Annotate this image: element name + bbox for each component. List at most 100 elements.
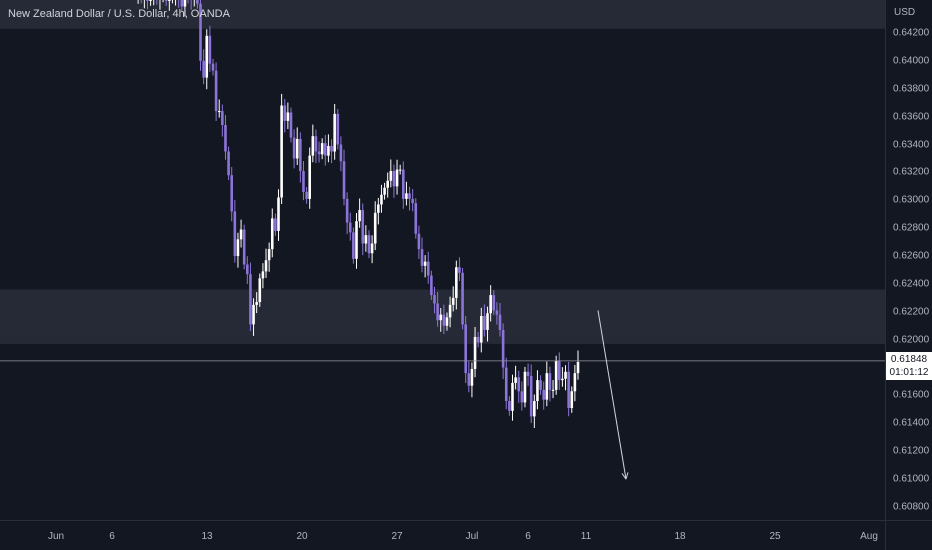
candle-body bbox=[327, 145, 330, 156]
candle bbox=[458, 257, 461, 282]
candle bbox=[352, 227, 355, 264]
candle-body bbox=[211, 63, 215, 71]
candle bbox=[292, 129, 296, 169]
candle-body bbox=[221, 111, 224, 126]
candle bbox=[336, 108, 340, 150]
candle-body bbox=[511, 382, 514, 411]
candle bbox=[517, 370, 521, 403]
candle bbox=[230, 166, 234, 222]
candle-body bbox=[292, 137, 296, 159]
candle bbox=[442, 304, 446, 334]
candle-body bbox=[367, 235, 371, 254]
candle-body bbox=[455, 267, 458, 298]
projection-arrow-shaft bbox=[597, 310, 627, 480]
price-tick: 0.62200 bbox=[893, 306, 930, 318]
candle-body bbox=[464, 324, 467, 374]
price-tick: 0.61000 bbox=[893, 473, 930, 485]
candle-body bbox=[501, 329, 505, 368]
candle bbox=[159, 0, 161, 10]
candle bbox=[183, 0, 187, 17]
candle-body bbox=[283, 105, 287, 121]
candle bbox=[370, 235, 374, 264]
time-tick: 25 bbox=[769, 531, 781, 542]
candle-body bbox=[486, 313, 489, 330]
candle bbox=[405, 181, 408, 206]
candle-body bbox=[539, 380, 542, 390]
candle bbox=[246, 256, 249, 285]
candle bbox=[286, 102, 290, 130]
candle-body bbox=[430, 275, 433, 296]
candle-body bbox=[183, 0, 187, 7]
candle bbox=[270, 208, 274, 258]
candle-body bbox=[373, 212, 377, 244]
candle bbox=[561, 367, 564, 387]
candle bbox=[175, 0, 177, 6]
candle bbox=[255, 292, 258, 314]
candle bbox=[414, 198, 418, 239]
candle-body bbox=[451, 297, 455, 305]
symbol-title[interactable]: New Zealand Dollar / U.S. Dollar, 4h, OA… bbox=[8, 8, 230, 20]
candle-body bbox=[214, 70, 218, 112]
candle bbox=[570, 386, 574, 413]
candle-body bbox=[504, 367, 508, 402]
candle-body bbox=[258, 278, 262, 303]
candle-body bbox=[473, 336, 477, 369]
price-tick: 0.64000 bbox=[893, 55, 930, 67]
candle bbox=[557, 352, 561, 391]
last-price-value: 0.61848 bbox=[890, 354, 928, 365]
candle-body bbox=[361, 210, 365, 244]
candle bbox=[470, 362, 474, 398]
candle bbox=[348, 212, 352, 241]
candle-body bbox=[483, 316, 486, 330]
candle-body bbox=[392, 171, 396, 187]
candle bbox=[324, 134, 327, 166]
candle-body bbox=[336, 113, 340, 145]
candle bbox=[439, 308, 443, 332]
time-tick: 6 bbox=[109, 531, 115, 542]
zone-1 bbox=[0, 289, 885, 344]
candle bbox=[504, 357, 508, 410]
candle bbox=[280, 93, 283, 205]
candle bbox=[398, 164, 402, 175]
candle bbox=[208, 25, 212, 72]
candle bbox=[249, 262, 252, 331]
candle-body bbox=[476, 336, 480, 343]
candle-body bbox=[536, 380, 539, 402]
candle bbox=[489, 285, 492, 322]
candle-body bbox=[199, 3, 202, 61]
candle bbox=[355, 212, 358, 269]
time-scale-border bbox=[0, 520, 932, 521]
candle-body bbox=[551, 389, 555, 391]
price-tick: 0.63600 bbox=[893, 111, 930, 123]
candle-body bbox=[333, 113, 336, 152]
price-tick: 0.62800 bbox=[893, 222, 930, 234]
candle bbox=[486, 306, 489, 342]
candle bbox=[261, 263, 265, 289]
candle bbox=[539, 375, 542, 395]
candle-body bbox=[436, 303, 439, 321]
projection-arrow-head bbox=[621, 473, 627, 480]
candle bbox=[143, 0, 145, 9]
candle-body bbox=[242, 229, 246, 265]
candle bbox=[264, 248, 268, 278]
candle-body bbox=[339, 144, 343, 162]
candle-body bbox=[380, 194, 383, 205]
candle-body bbox=[508, 401, 511, 411]
candle bbox=[180, 0, 184, 12]
currency-label[interactable]: USD bbox=[894, 7, 916, 18]
candle bbox=[217, 99, 221, 118]
candle-body bbox=[342, 161, 346, 199]
candle bbox=[433, 286, 436, 314]
candle bbox=[274, 213, 277, 236]
candle-body bbox=[542, 389, 545, 400]
candle-body bbox=[401, 169, 405, 199]
candle-body bbox=[461, 272, 464, 325]
candle bbox=[149, 0, 152, 6]
candle-body bbox=[314, 136, 318, 152]
candle-body bbox=[252, 304, 255, 325]
candle-body bbox=[448, 304, 452, 318]
candle-body bbox=[557, 360, 561, 381]
candle bbox=[342, 149, 346, 206]
candle-body bbox=[317, 151, 321, 155]
